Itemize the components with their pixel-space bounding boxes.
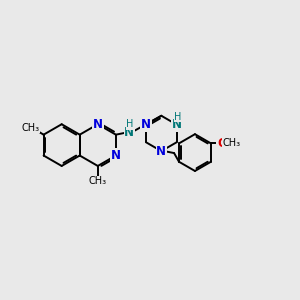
Text: H: H xyxy=(126,119,134,129)
Text: N: N xyxy=(141,118,151,131)
Text: CH₃: CH₃ xyxy=(222,138,240,148)
Text: CH₃: CH₃ xyxy=(22,123,40,133)
Text: H: H xyxy=(174,112,182,122)
Text: N: N xyxy=(93,118,103,131)
Text: N: N xyxy=(124,126,134,139)
Text: N: N xyxy=(156,145,166,158)
Text: CH₃: CH₃ xyxy=(89,176,107,186)
Text: N: N xyxy=(172,118,182,131)
Text: O: O xyxy=(217,137,227,150)
Text: N: N xyxy=(111,149,121,162)
